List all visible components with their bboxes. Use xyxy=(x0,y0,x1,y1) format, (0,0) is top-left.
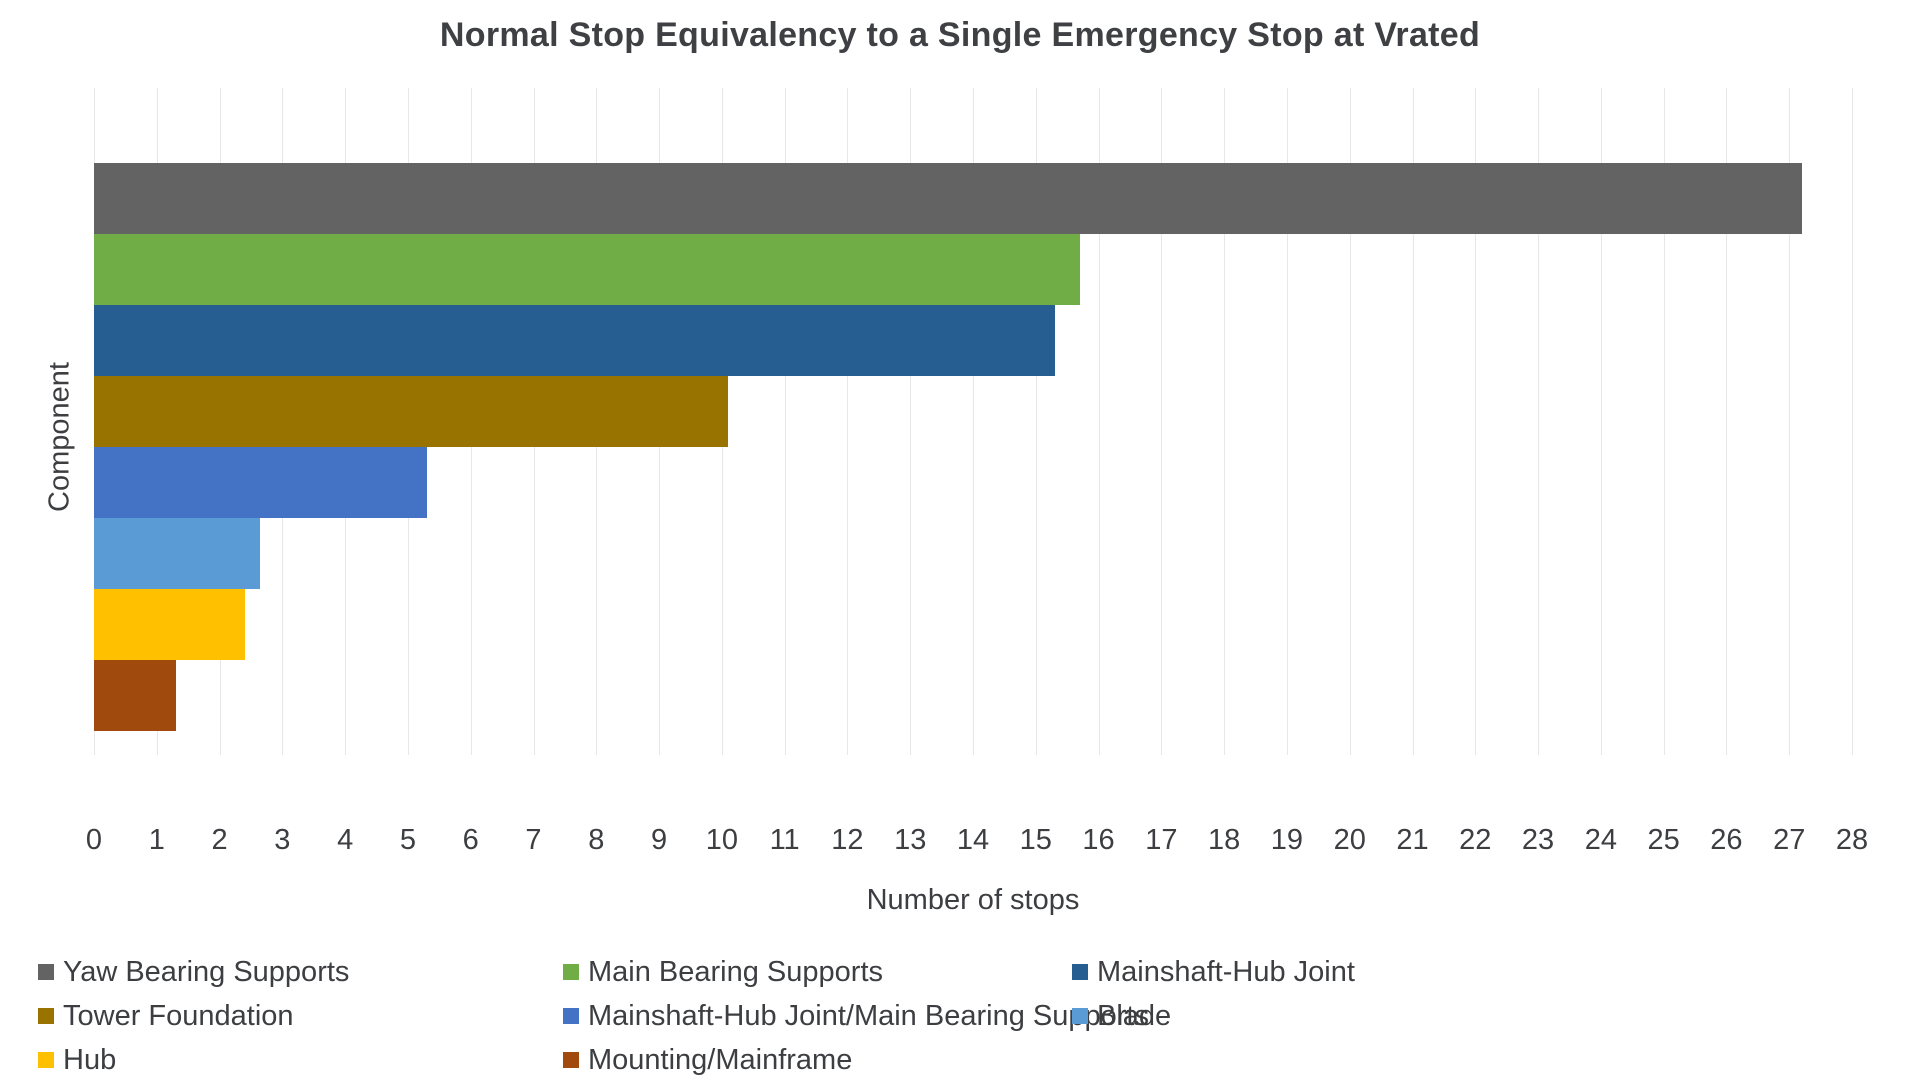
x-tick-label-28: 28 xyxy=(1835,824,1869,856)
legend-label-mounting-mainframe: Mounting/Mainframe xyxy=(588,1043,853,1076)
legend-swatch-hub xyxy=(38,1052,54,1068)
x-tick-label-6: 6 xyxy=(462,824,479,856)
bar-tower-foundation xyxy=(94,376,729,447)
gridline-x-16 xyxy=(1098,88,1100,755)
gridline-x-21 xyxy=(1412,88,1414,755)
legend-swatch-mainshaft-hub-joint xyxy=(1072,964,1088,980)
x-tick-label-15: 15 xyxy=(1019,824,1052,856)
legend-swatch-blade xyxy=(1072,1008,1088,1024)
x-tick-label-16: 16 xyxy=(1082,824,1115,856)
x-tick-label-21: 21 xyxy=(1396,824,1429,856)
gridline-x-11 xyxy=(784,88,786,755)
x-tick-label-1: 1 xyxy=(148,824,165,856)
gridline-x-27 xyxy=(1789,88,1791,755)
y-axis-title: Component xyxy=(43,362,76,512)
x-tick-label-17: 17 xyxy=(1145,824,1178,856)
x-tick-label-24: 24 xyxy=(1584,824,1617,856)
gridline-x-24 xyxy=(1600,88,1602,755)
x-tick-label-26: 26 xyxy=(1710,824,1743,856)
gridline-x-20 xyxy=(1349,88,1351,755)
x-tick-label-10: 10 xyxy=(705,824,738,856)
gridline-x-23 xyxy=(1538,88,1540,755)
x-tick-label-12: 12 xyxy=(831,824,864,856)
legend-label-hub: Hub xyxy=(63,1043,117,1076)
bar-blade xyxy=(94,518,261,589)
legend-item-blade: Blade xyxy=(1072,999,1172,1032)
legend-swatch-yaw-bearing-supports xyxy=(38,964,54,980)
legend-label-yaw-bearing-supports: Yaw Bearing Supports xyxy=(63,955,350,988)
legend-swatch-mounting-mainframe xyxy=(563,1052,579,1068)
x-tick-label-22: 22 xyxy=(1459,824,1492,856)
x-tick-label-13: 13 xyxy=(894,824,927,856)
legend-item-mounting-mainframe: Mounting/Mainframe xyxy=(563,1043,853,1076)
x-tick-label-18: 18 xyxy=(1208,824,1241,856)
legend-item-hub: Hub xyxy=(38,1043,117,1076)
x-tick-label-8: 8 xyxy=(588,824,605,856)
x-tick-label-14: 14 xyxy=(956,824,990,856)
plot-area xyxy=(94,88,1853,755)
x-tick-label-11: 11 xyxy=(769,824,800,856)
bar-mainshaft-hub-joint xyxy=(94,305,1055,376)
legend-label-main-bearing-supports: Main Bearing Supports xyxy=(588,955,883,988)
bar-yaw-bearing-supports xyxy=(94,163,1802,234)
x-axis-title: Number of stops xyxy=(866,884,1080,916)
x-tick-label-4: 4 xyxy=(337,824,354,856)
gridline-x-22 xyxy=(1475,88,1477,755)
legend-swatch-main-bearing-supports xyxy=(563,964,579,980)
gridline-x-26 xyxy=(1726,88,1728,755)
gridline-x-13 xyxy=(910,88,912,755)
x-tick-label-2: 2 xyxy=(211,824,228,856)
legend-label-tower-foundation: Tower Foundation xyxy=(63,999,294,1032)
gridline-x-17 xyxy=(1161,88,1163,755)
bar-mounting-mainframe xyxy=(94,660,176,731)
legend-item-mainshaft-hub-joint-main-bearing-supports: Mainshaft-Hub Joint/Main Bearing Support… xyxy=(563,999,1149,1032)
bar-mainshaft-hub-joint-main-bearing-supports xyxy=(94,447,427,518)
bar-main-bearing-supports xyxy=(94,234,1080,305)
x-tick-label-7: 7 xyxy=(525,824,542,856)
gridline-x-28 xyxy=(1852,88,1853,755)
bar-hub xyxy=(94,589,245,660)
gridline-x-18 xyxy=(1224,88,1226,755)
legend-item-mainshaft-hub-joint: Mainshaft-Hub Joint xyxy=(1072,955,1355,988)
legend-item-tower-foundation: Tower Foundation xyxy=(38,999,294,1032)
x-tick-label-27: 27 xyxy=(1773,824,1806,856)
x-tick-label-19: 19 xyxy=(1270,824,1304,856)
x-tick-label-5: 5 xyxy=(399,824,416,856)
gridline-x-14 xyxy=(973,88,974,755)
gridline-x-19 xyxy=(1286,88,1288,755)
gridline-x-15 xyxy=(1035,88,1037,755)
x-tick-label-0: 0 xyxy=(85,824,103,856)
x-tick-label-25: 25 xyxy=(1647,824,1680,856)
legend-label-blade: Blade xyxy=(1097,999,1172,1032)
legend-swatch-mainshaft-hub-joint-main-bearing-supports xyxy=(563,1008,579,1024)
legend-swatch-tower-foundation xyxy=(38,1008,54,1024)
x-tick-label-9: 9 xyxy=(650,824,668,856)
gridline-x-25 xyxy=(1663,88,1665,755)
x-tick-label-3: 3 xyxy=(274,824,291,856)
legend-item-yaw-bearing-supports: Yaw Bearing Supports xyxy=(38,955,350,988)
legend-label-mainshaft-hub-joint: Mainshaft-Hub Joint xyxy=(1097,955,1355,988)
x-tick-label-23: 23 xyxy=(1521,824,1555,856)
x-tick-label-20: 20 xyxy=(1333,824,1366,856)
chart-title: Normal Stop Equivalency to a Single Emer… xyxy=(439,16,1481,54)
legend-label-mainshaft-hub-joint-main-bearing-supports: Mainshaft-Hub Joint/Main Bearing Support… xyxy=(588,999,1149,1032)
legend-item-main-bearing-supports: Main Bearing Supports xyxy=(563,955,883,988)
gridline-x-12 xyxy=(847,88,849,755)
